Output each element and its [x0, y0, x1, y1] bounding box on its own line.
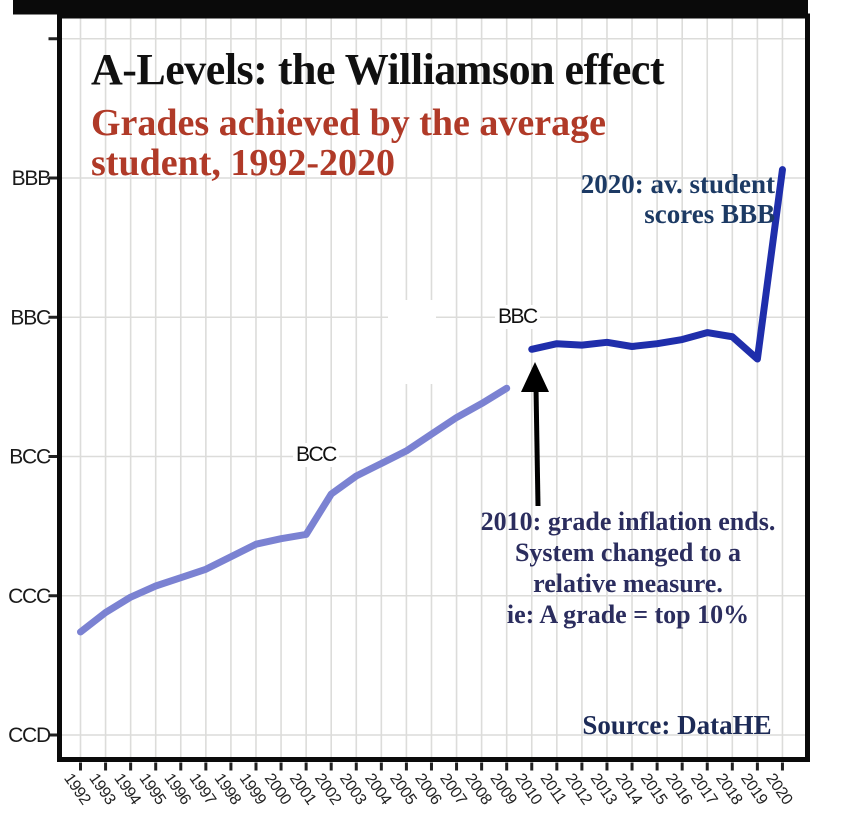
chart-title: A-Levels: the Williamson effect [91, 45, 665, 94]
x-axis-label: 2004 [361, 771, 395, 809]
y-axis-label: BBC [10, 306, 51, 329]
series-pre2010-line [77, 384, 511, 636]
x-axis-label: 1995 [135, 771, 169, 809]
x-axis-label: 1997 [186, 771, 220, 809]
x-axis-label: 1993 [85, 771, 119, 809]
annotation-2010-line1: 2010: grade inflation ends. [480, 507, 776, 536]
x-axis-label: 2020 [762, 771, 796, 809]
arrow-head [521, 362, 549, 392]
annotation-2010-line3: relative measure. [533, 569, 723, 598]
x-axis-label: 2002 [311, 771, 345, 809]
annotation-2010-line4: ie: A grade = top 10% [506, 600, 750, 629]
x-axis-label: 2005 [386, 771, 420, 809]
annotation-2010: 2010: grade inflation ends. System chang… [438, 506, 818, 630]
x-axis-label: 1999 [236, 771, 270, 809]
x-axis-label: 1996 [161, 771, 195, 809]
chart-subtitle-line1: Grades achieved by the average [91, 102, 607, 144]
x-axis-label: 2013 [587, 771, 621, 809]
annotation-2020-line1: 2020: av. student [580, 169, 775, 199]
x-axis-label: 2009 [486, 771, 520, 809]
x-axis-label: 2011 [537, 771, 570, 808]
source-credit: Source: DataHE [582, 710, 772, 740]
x-axis-label: 2010 [511, 771, 545, 809]
x-axis-label: 2001 [286, 771, 320, 809]
series-post2010-line [528, 166, 786, 363]
white-patch [388, 300, 436, 384]
annotation-2010-line2: System changed to a [514, 538, 742, 567]
top-bar [13, 0, 808, 15]
x-axis-label: 1994 [110, 771, 144, 809]
annotation-2020-line2: scores BBB [644, 199, 775, 229]
x-axis-label: 1998 [211, 771, 245, 809]
x-axis-label: 2000 [261, 771, 295, 809]
annotation-2020: 2020: av. student scores BBB [581, 169, 775, 229]
x-axis-label: 2003 [336, 771, 370, 809]
x-axis-label: 2015 [637, 771, 671, 809]
x-axis-label: 2012 [562, 771, 596, 809]
x-axis-label: 2008 [461, 771, 495, 809]
chart-subtitle-line2: student, 1992-2020 [91, 142, 396, 184]
y-axis-label: CCD [8, 724, 51, 747]
x-axis-label: 2016 [662, 771, 696, 809]
x-axis-label: 2019 [737, 771, 771, 809]
point-label-bbc: BBC [495, 305, 540, 329]
y-axis-label: CCC [8, 585, 51, 608]
arrow-shaft [533, 387, 541, 507]
x-axis-label: 2018 [712, 771, 746, 809]
x-axis-label: 2014 [612, 771, 646, 809]
point-label-bcc: BCC [293, 443, 339, 467]
y-axis-label: BBB [12, 167, 51, 190]
x-axis-label: 2017 [687, 771, 721, 809]
chart-subtitle: Grades achieved by the average student, … [91, 103, 606, 183]
x-axis-label: 1992 [60, 771, 94, 809]
y-axis-label: BCC [9, 446, 51, 469]
x-axis-label: 2006 [411, 771, 445, 809]
x-axis-label: 2007 [436, 771, 470, 809]
panel-border [57, 13, 810, 762]
